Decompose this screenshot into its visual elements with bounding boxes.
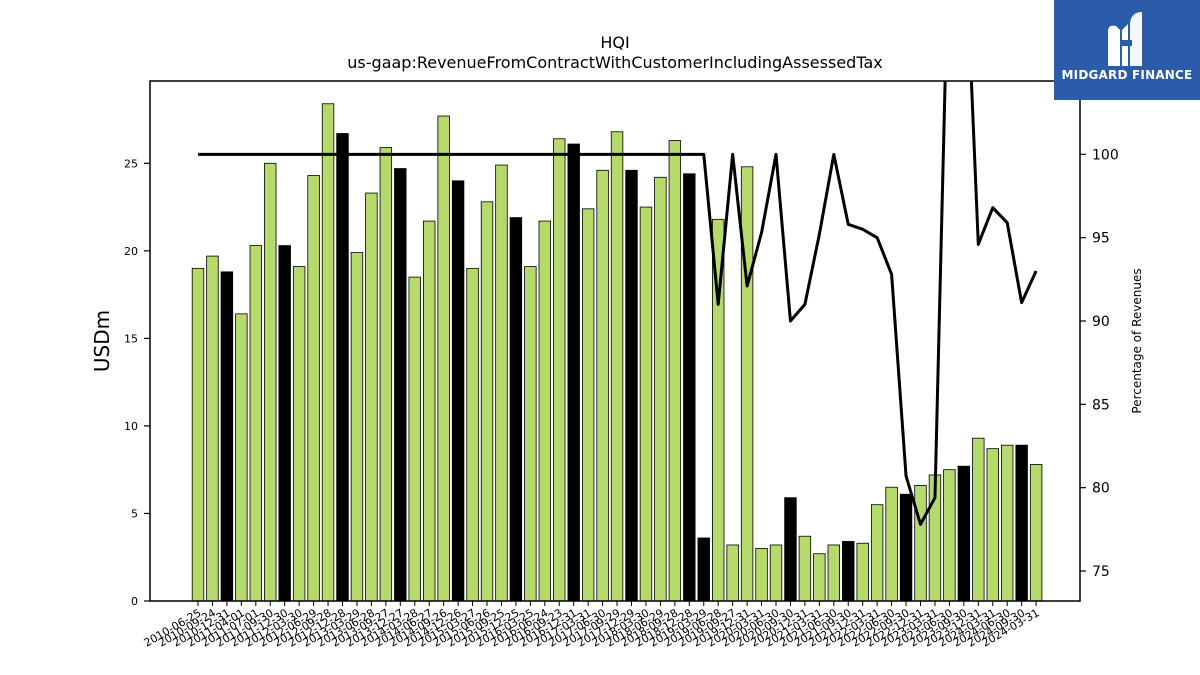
logo-mark-icon: [1108, 12, 1142, 67]
y-tick-label: 25: [124, 157, 138, 170]
bar-19: [466, 267, 479, 602]
bar-37: [726, 544, 739, 602]
bar-3: [235, 313, 248, 602]
bar-26: [567, 143, 580, 602]
bar-18: [451, 180, 465, 602]
brand-name: MIDGARD FINANCE: [1061, 68, 1193, 82]
y2-tick-label: 95: [1092, 231, 1110, 247]
bar-48: [885, 486, 898, 602]
bar-30: [625, 169, 638, 602]
bar-57: [1015, 444, 1028, 602]
bar-9: [321, 103, 335, 602]
plot-frame: [149, 80, 1081, 602]
percentage-series: [198, 81, 1038, 526]
bar-56: [1001, 444, 1014, 602]
y2-tick-label: 100: [1092, 147, 1119, 163]
bar-12: [365, 192, 378, 602]
bar-8: [307, 175, 320, 602]
bar-1: [206, 255, 219, 602]
bar-28: [596, 169, 609, 602]
y-axis-label: USDm: [90, 310, 114, 372]
y-tick-label: 5: [131, 507, 138, 520]
bar-2: [220, 271, 234, 602]
bar-49: [899, 493, 913, 602]
brand-logo: MIDGARD FINANCE: [1054, 0, 1200, 100]
y-tick-label: 15: [124, 332, 138, 345]
y-tick-label: 0: [131, 595, 138, 608]
y2-tick-label: 85: [1092, 397, 1110, 413]
bar-20: [480, 201, 494, 602]
bar-32: [654, 176, 667, 602]
bar-40: [769, 544, 783, 602]
y2-tick-label: 80: [1092, 481, 1110, 497]
bar-41: [784, 497, 797, 602]
bar-43: [813, 553, 826, 602]
y2-tick-label: 75: [1092, 564, 1110, 580]
bar-0: [191, 267, 205, 602]
bar-16: [422, 220, 436, 602]
bar-7: [292, 266, 306, 602]
bar-22: [509, 217, 523, 602]
bar-44: [827, 544, 841, 602]
axes: 051015202575808590951002010-06-252010-09…: [124, 80, 1119, 650]
bar-27: [581, 208, 595, 602]
bar-13: [379, 147, 393, 602]
y2-tick-label: 90: [1092, 314, 1110, 330]
chart-title: HQI: [600, 33, 629, 52]
bar-25: [553, 138, 566, 602]
percentage-line: [198, 81, 1038, 526]
bar-52: [943, 469, 956, 602]
bar-45: [842, 541, 855, 602]
bar-39: [755, 548, 768, 602]
bar-4: [249, 245, 263, 602]
bar-54: [972, 437, 985, 602]
y2-axis-label: Percentage of Revenues: [1130, 268, 1144, 413]
bar-series: [191, 103, 1043, 602]
y-tick-label: 20: [124, 245, 138, 258]
bar-47: [870, 504, 884, 602]
chart-subtitle: us-gaap:RevenueFromContractWithCustomerI…: [347, 53, 882, 72]
bar-42: [798, 535, 812, 602]
bar-14: [394, 168, 407, 602]
bar-34: [683, 173, 696, 602]
bar-21: [495, 164, 508, 602]
bar-17: [437, 115, 450, 602]
bar-29: [610, 131, 624, 602]
y-tick-label: 10: [124, 420, 138, 433]
bar-55: [986, 448, 999, 602]
bar-5: [264, 162, 277, 602]
bar-58: [1029, 464, 1043, 602]
bar-35: [697, 537, 710, 602]
bar-50: [914, 485, 927, 602]
bar-24: [538, 220, 552, 602]
bar-23: [524, 266, 537, 602]
bar-10: [336, 133, 349, 602]
bar-53: [957, 465, 971, 602]
bar-11: [350, 252, 364, 602]
bar-15: [408, 276, 421, 602]
bar-31: [639, 206, 653, 602]
bar-33: [668, 140, 682, 602]
bar-46: [856, 542, 869, 602]
bar-38: [740, 166, 754, 602]
bar-6: [278, 245, 291, 602]
